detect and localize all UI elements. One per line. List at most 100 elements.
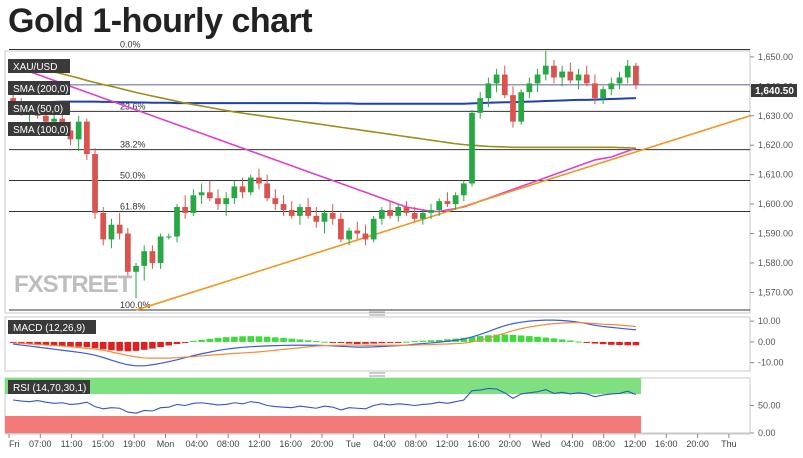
fib-level-label: 100.0% xyxy=(120,300,151,310)
x-tick-label: 04:00 xyxy=(561,439,584,449)
y-tick-label: 1,620.00 xyxy=(758,140,793,150)
candle-body xyxy=(157,236,164,263)
macd-histogram-bar xyxy=(288,338,295,342)
macd-histogram-bar xyxy=(280,337,287,342)
macd-histogram-bar xyxy=(26,341,33,344)
macd-histogram-bar xyxy=(157,341,164,348)
candle-body xyxy=(428,209,434,213)
macd-histogram-bar xyxy=(18,341,25,344)
candle-body xyxy=(362,233,369,240)
macd-histogram-bar xyxy=(435,339,443,342)
x-tick-label: 04:00 xyxy=(186,439,209,449)
candle-body xyxy=(387,209,393,216)
rsi-y-tick-label: 0.00 xyxy=(758,428,776,438)
legend-sma100-box xyxy=(8,122,70,136)
macd-histogram-bar xyxy=(231,336,238,342)
macd-histogram-bar xyxy=(190,340,197,342)
current-price-tag: 1,640.50 xyxy=(751,84,797,97)
x-tick-label: 08:00 xyxy=(217,439,240,449)
candle-body xyxy=(501,74,508,96)
rsi-y-tick-label: 50.00 xyxy=(758,401,781,411)
macd-histogram-bar xyxy=(337,341,345,343)
fib-level-label: 23.6% xyxy=(120,101,146,111)
macd-histogram-bar xyxy=(591,341,599,344)
x-tick-label: 11:00 xyxy=(61,439,83,449)
panel-splitter-2[interactable] xyxy=(369,372,385,377)
candle-body xyxy=(43,115,49,122)
fib-level-label: 50.0% xyxy=(120,171,146,181)
macd-histogram-bar xyxy=(386,341,394,343)
y-tick-label: 1,580.00 xyxy=(758,258,793,268)
candle-body xyxy=(493,74,500,84)
macd-histogram-bar xyxy=(304,340,312,342)
candle-body xyxy=(182,207,189,213)
legend-sma50: SMA (50,0) xyxy=(13,104,63,115)
x-tick-label: Thu xyxy=(721,439,737,449)
candle-body xyxy=(83,121,90,155)
candle-body xyxy=(256,177,262,184)
macd-histogram-bar xyxy=(108,341,115,351)
macd-histogram-bar xyxy=(583,341,591,343)
x-tick-label: 12:00 xyxy=(624,439,647,449)
macd-histogram-bar xyxy=(550,338,558,342)
candle-body xyxy=(616,77,623,84)
candle-body xyxy=(321,212,328,222)
x-tick-label: Mon xyxy=(157,439,175,449)
macd-histogram-bar xyxy=(255,336,263,342)
macd-histogram-bar xyxy=(239,336,246,342)
macd-label: MACD (12,26,9) xyxy=(13,323,85,334)
macd-histogram-bar xyxy=(116,341,123,351)
candle-body xyxy=(436,201,443,210)
rsi-oversold-zone xyxy=(5,416,641,433)
candle-body xyxy=(272,198,279,205)
candle-body xyxy=(469,112,475,184)
candle-body xyxy=(485,83,492,99)
chart-title: Gold 1-hourly chart xyxy=(8,2,313,40)
candle-body xyxy=(567,71,574,81)
candle-body xyxy=(526,83,533,93)
candle-body xyxy=(510,95,516,122)
macd-histogram-bar xyxy=(542,337,550,342)
candle-body xyxy=(165,236,172,238)
macd-histogram-bar xyxy=(132,341,140,351)
x-tick-label: 16:00 xyxy=(467,439,490,449)
panel-splitter-1[interactable] xyxy=(369,311,385,316)
macd-histogram-bar xyxy=(476,336,484,342)
candle-body xyxy=(215,198,221,205)
rsi-panel: 50.00 0.00 RSI (14,70,30,1) xyxy=(4,377,781,438)
macd-histogram-bar xyxy=(181,341,189,343)
candle-body xyxy=(67,130,74,140)
candle-body xyxy=(174,207,180,237)
macd-histogram-bar xyxy=(370,341,377,344)
x-tick-label: 07:00 xyxy=(29,439,52,449)
macd-histogram-bar xyxy=(632,341,640,346)
macd-histogram-bar xyxy=(493,334,500,342)
macd-histogram-bar xyxy=(616,341,623,346)
macd-histogram-bar xyxy=(296,339,304,342)
macd-histogram-bar xyxy=(460,337,468,342)
watermark-logo: FXSTREET xyxy=(14,271,133,298)
macd-histogram-bar xyxy=(534,336,541,342)
macd-histogram-bar xyxy=(378,341,386,344)
macd-histogram-bar xyxy=(91,341,99,349)
x-tick-label: 20:00 xyxy=(686,439,709,449)
candle-body xyxy=(75,121,82,140)
y-tick-label: 1,610.00 xyxy=(758,170,793,180)
candle-body xyxy=(583,74,590,84)
candle-body xyxy=(338,218,344,240)
macd-histogram-bar xyxy=(624,341,631,346)
legend-sma100: SMA (100,0) xyxy=(13,125,69,136)
candle-body xyxy=(288,209,295,216)
macd-histogram-bar xyxy=(149,341,156,349)
y-tick-label: 1,570.00 xyxy=(758,287,793,297)
x-tick-label: 16:00 xyxy=(655,439,678,449)
sma100-line xyxy=(12,61,636,149)
macd-histogram-bar xyxy=(313,341,320,343)
macd-histogram-bar xyxy=(419,340,427,342)
candle-body xyxy=(624,65,631,78)
x-tick-label: 20:00 xyxy=(499,439,522,449)
x-tick-label: Fri xyxy=(9,439,20,449)
fib-level-label: 61.8% xyxy=(120,201,146,211)
candle-body xyxy=(133,265,139,272)
